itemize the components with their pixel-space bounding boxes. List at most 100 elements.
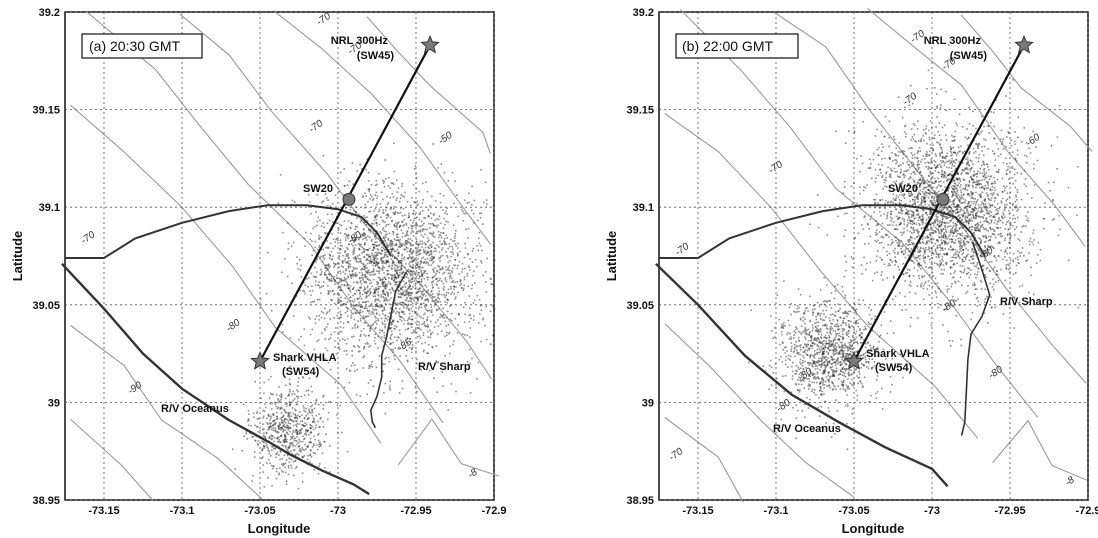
- intensity-point: [312, 443, 315, 445]
- intensity-point: [917, 232, 919, 235]
- intensity-point: [415, 292, 418, 294]
- intensity-point: [265, 292, 268, 295]
- intensity-point: [383, 236, 385, 238]
- intensity-point: [417, 300, 419, 302]
- intensity-point: [365, 239, 368, 241]
- intensity-point: [469, 327, 472, 329]
- intensity-point: [376, 323, 378, 325]
- intensity-point: [353, 249, 355, 252]
- intensity-point: [304, 429, 307, 432]
- y-tick-label: 39.05: [32, 300, 60, 312]
- intensity-point: [969, 176, 972, 179]
- intensity-point: [282, 414, 285, 417]
- intensity-point: [926, 235, 929, 237]
- intensity-point: [866, 262, 868, 265]
- intensity-point: [374, 305, 377, 308]
- intensity-point: [375, 264, 377, 266]
- intensity-point: [359, 281, 361, 283]
- intensity-point: [347, 257, 350, 260]
- intensity-point: [394, 325, 396, 327]
- intensity-point: [370, 379, 372, 381]
- intensity-point: [393, 267, 396, 269]
- intensity-point: [376, 254, 379, 256]
- intensity-point: [409, 338, 411, 340]
- intensity-point: [392, 320, 394, 323]
- intensity-point: [472, 274, 474, 277]
- intensity-point: [446, 256, 449, 258]
- intensity-point: [403, 313, 405, 315]
- intensity-point: [908, 164, 911, 166]
- intensity-point: [984, 227, 987, 230]
- intensity-point: [429, 257, 432, 260]
- intensity-point: [977, 237, 980, 239]
- intensity-point: [360, 262, 363, 264]
- intensity-point: [492, 334, 494, 337]
- intensity-point: [917, 140, 920, 142]
- intensity-point: [401, 254, 403, 257]
- intensity-point: [939, 143, 941, 145]
- intensity-point: [318, 445, 320, 448]
- intensity-point: [428, 244, 431, 247]
- intensity-point: [256, 418, 259, 420]
- intensity-point: [1008, 297, 1011, 300]
- x-tick-label: -73.15: [88, 505, 119, 517]
- intensity-point: [364, 249, 366, 251]
- intensity-point: [369, 193, 372, 196]
- intensity-point: [936, 240, 938, 242]
- intensity-point: [450, 304, 452, 306]
- intensity-point: [384, 254, 386, 256]
- intensity-point: [262, 429, 264, 431]
- intensity-point: [463, 256, 466, 259]
- intensity-point: [905, 247, 907, 250]
- intensity-point: [1001, 197, 1004, 200]
- intensity-point: [1015, 226, 1018, 228]
- intensity-point: [964, 167, 967, 170]
- intensity-point: [281, 416, 284, 418]
- intensity-point: [339, 339, 341, 342]
- intensity-point: [974, 198, 976, 200]
- intensity-point: [953, 186, 956, 188]
- intensity-point: [921, 221, 923, 223]
- intensity-point: [412, 244, 414, 246]
- intensity-point: [288, 415, 290, 417]
- intensity-point: [889, 201, 892, 204]
- intensity-point: [383, 309, 386, 311]
- intensity-point: [395, 239, 397, 242]
- intensity-point: [918, 265, 920, 268]
- intensity-point: [454, 235, 456, 237]
- intensity-point: [297, 397, 299, 400]
- intensity-point: [950, 266, 953, 269]
- intensity-point: [1009, 259, 1012, 262]
- intensity-point: [368, 312, 371, 314]
- intensity-point: [429, 329, 431, 332]
- intensity-point: [817, 226, 820, 229]
- intensity-point: [359, 291, 361, 294]
- intensity-point: [933, 224, 935, 227]
- vhla-label-a-line2: (SW54): [282, 366, 320, 378]
- intensity-point: [284, 376, 286, 379]
- intensity-point: [399, 241, 401, 244]
- intensity-point: [282, 464, 284, 467]
- intensity-point: [347, 256, 350, 259]
- intensity-point: [1016, 172, 1019, 174]
- intensity-point: [347, 233, 350, 236]
- intensity-point: [257, 431, 259, 433]
- intensity-point: [416, 248, 419, 250]
- intensity-point: [468, 336, 471, 338]
- intensity-point: [318, 237, 321, 239]
- intensity-point: [423, 250, 425, 253]
- intensity-point: [933, 199, 936, 202]
- intensity-point: [430, 259, 433, 262]
- intensity-point: [1032, 232, 1034, 235]
- intensity-point: [426, 309, 429, 312]
- intensity-point: [241, 449, 243, 452]
- intensity-point: [1011, 165, 1013, 168]
- intensity-point: [900, 231, 902, 234]
- intensity-point: [379, 331, 381, 334]
- intensity-point: [928, 250, 931, 253]
- intensity-point: [369, 198, 371, 200]
- intensity-point: [327, 247, 329, 250]
- intensity-point: [283, 429, 285, 432]
- intensity-point: [935, 93, 938, 95]
- intensity-point: [260, 397, 262, 400]
